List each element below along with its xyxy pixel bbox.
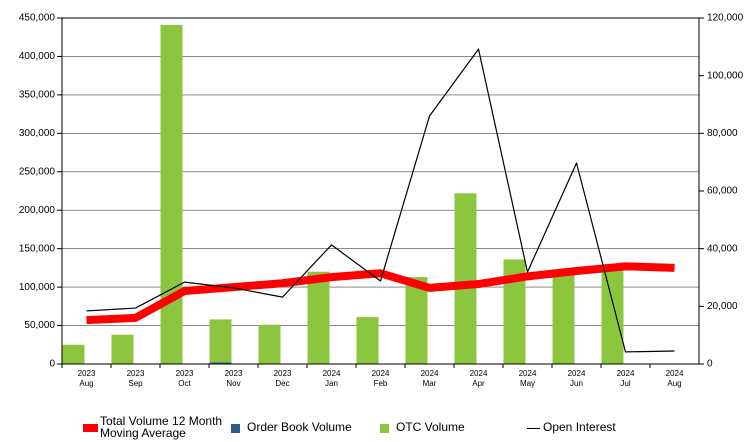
y2-tick-label: 120,000 xyxy=(707,13,744,24)
x-tick-label: 2024 Feb xyxy=(371,369,390,388)
bar xyxy=(62,344,85,364)
bar xyxy=(160,24,183,364)
legend-swatch xyxy=(527,428,540,429)
y-tick-label: 50,000 xyxy=(24,320,55,331)
x-tick-label: 2024 Mar xyxy=(420,369,439,388)
x-tick-label: 2024 Aug xyxy=(665,369,684,388)
bar xyxy=(454,193,477,364)
y2-tick-label: 80,000 xyxy=(707,128,738,139)
legend-label: Open Interest xyxy=(543,420,616,434)
x-tick-label: 2024 Jun xyxy=(567,369,586,388)
bar xyxy=(552,274,575,364)
legend-swatch xyxy=(83,424,98,432)
bar xyxy=(503,259,526,364)
bar xyxy=(209,362,232,364)
y-tick-label: 200,000 xyxy=(19,205,56,216)
y-tick-label: 350,000 xyxy=(19,90,56,101)
y-tick-label: 0 xyxy=(49,359,55,370)
y2-tick-label: 0 xyxy=(707,359,713,370)
legend-label: OTC Volume xyxy=(396,420,465,434)
y-tick-label: 300,000 xyxy=(19,128,56,139)
bar xyxy=(601,270,624,364)
x-tick-label: 2023 Oct xyxy=(175,369,194,388)
legend-swatch xyxy=(380,424,389,433)
x-tick-label: 2023 Nov xyxy=(224,369,243,388)
y-tick-label: 250,000 xyxy=(19,166,56,177)
bar xyxy=(307,271,330,364)
x-tick-label: 2024 May xyxy=(518,369,537,388)
bar xyxy=(405,277,428,364)
legend-label: Order Book Volume xyxy=(247,420,352,434)
bar xyxy=(209,319,232,363)
line xyxy=(86,48,675,353)
y2-tick-label: 20,000 xyxy=(707,301,738,312)
y-tick-label: 100,000 xyxy=(19,282,56,293)
bar xyxy=(356,317,379,364)
x-tick-label: 2024 Jul xyxy=(616,369,635,388)
y2-tick-label: 60,000 xyxy=(707,186,738,197)
line xyxy=(86,262,675,325)
legend-label: Total Volume 12 Month Moving Average xyxy=(100,414,223,440)
x-tick-label: 2024 Apr xyxy=(469,369,488,388)
x-tick-label: 2024 Jan xyxy=(322,369,341,388)
y-tick-label: 450,000 xyxy=(19,13,56,24)
bar xyxy=(258,324,281,364)
legend-swatch xyxy=(231,424,240,433)
y-tick-label: 150,000 xyxy=(19,243,56,254)
y2-tick-label: 100,000 xyxy=(707,70,744,81)
y2-tick-label: 40,000 xyxy=(707,243,738,254)
x-tick-label: 2023 Dec xyxy=(273,369,292,388)
y-tick-label: 400,000 xyxy=(19,51,56,62)
bar xyxy=(111,334,134,364)
x-tick-label: 2023 Sep xyxy=(126,369,145,388)
x-tick-label: 2023 Aug xyxy=(77,369,96,388)
